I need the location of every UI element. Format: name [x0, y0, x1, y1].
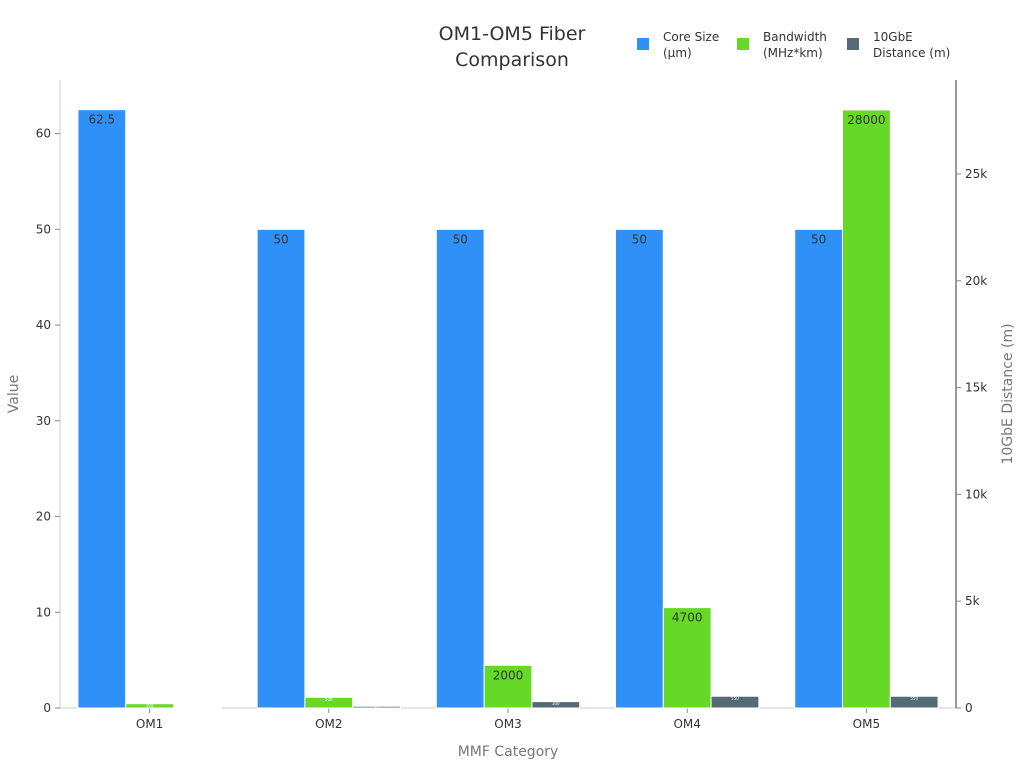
bar [794, 228, 844, 709]
legend-swatch [737, 38, 749, 50]
bar [256, 228, 306, 709]
legend-label: Core Size [663, 30, 719, 44]
bar-value-label: 550 [731, 696, 739, 701]
bar-value-label: 50 [632, 232, 647, 246]
y2-axis-label: 10GbE Distance (m) [1000, 323, 1016, 464]
bar [172, 706, 222, 709]
y2-tick-label: 20k [965, 274, 987, 288]
x-tick-label: OM3 [494, 717, 521, 731]
y-axis-label: Value [6, 375, 22, 413]
y-tick-label: 0 [43, 701, 51, 715]
legend-label: 10GbE [873, 30, 913, 44]
bar [710, 695, 760, 709]
bar [435, 228, 485, 709]
bar [531, 701, 581, 709]
y-tick-label: 40 [36, 318, 51, 332]
legend-swatch [847, 38, 859, 50]
legend: Core Size (µm) Bandwidth (MHz*km) 10GbE Dista… [637, 30, 950, 60]
bar-value-label: 200 [146, 703, 154, 708]
x-tick-label: OM1 [136, 717, 163, 731]
bar-value-label: 50 [453, 232, 468, 246]
y2-tick-label: 10k [965, 487, 987, 501]
x-axis-label: MMF Category [458, 744, 559, 760]
legend-item: Bandwidth (MHz*km) [737, 30, 827, 60]
y2-tick-label: 25k [965, 167, 987, 181]
legend-swatch [637, 38, 649, 50]
bar [662, 607, 712, 709]
data-labels: 62.5 200 33 50 500 82 50 2000 300 50 4700 550 50 2800… [88, 113, 918, 710]
chart-title-line-2: Comparison [455, 49, 569, 71]
chart-title: OM1-OM5 Fiber Comparison [439, 23, 586, 71]
bar-value-label: 4700 [672, 611, 703, 625]
y2-tick-label: 0 [965, 701, 973, 715]
bar-value-label: 82 [374, 705, 380, 710]
bar [77, 109, 127, 709]
y-tick-label: 20 [36, 510, 51, 524]
x-tick-label: OM4 [673, 717, 700, 731]
bars [77, 109, 939, 709]
y-tick-label: 10 [36, 605, 51, 619]
bar-value-label: 2000 [493, 668, 524, 682]
bar [304, 696, 354, 709]
legend-item: 10GbE Distance (m) [847, 30, 950, 60]
legend-item: Core Size (µm) [637, 30, 719, 60]
bar-value-label: 50 [273, 232, 288, 246]
bar [352, 705, 401, 709]
y-tick-label: 50 [36, 222, 51, 236]
bar-value-label: 62.5 [88, 113, 115, 127]
bar [125, 703, 174, 709]
bar-value-label: 550 [910, 696, 918, 701]
bar [483, 664, 533, 709]
bar [615, 228, 664, 709]
bar [842, 109, 891, 709]
x-tick-label: OM2 [315, 717, 342, 731]
legend-label: Bandwidth [763, 30, 827, 44]
y2-tick-label: 5k [965, 594, 980, 608]
bar-value-label: 28000 [847, 113, 885, 127]
bar-value-label: 500 [325, 697, 333, 702]
bar-value-label: 50 [811, 232, 826, 246]
legend-label: Distance (m) [873, 46, 950, 60]
bar [889, 695, 939, 709]
y-tick-label: 60 [36, 127, 51, 141]
chart-title-line-1: OM1-OM5 Fiber [439, 23, 586, 45]
x-tick-label: OM5 [853, 717, 880, 731]
bar-value-label: 33 [195, 705, 201, 710]
legend-label: (MHz*km) [763, 46, 823, 60]
y2-tick-label: 15k [965, 381, 987, 395]
bar-value-label: 300 [552, 701, 560, 706]
y-tick-label: 30 [36, 414, 51, 428]
legend-label: (µm) [663, 46, 692, 60]
